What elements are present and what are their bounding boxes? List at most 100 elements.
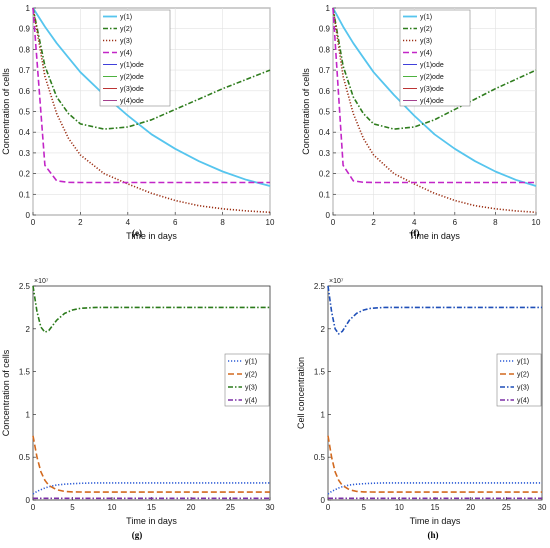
x-tick-label: 6 [173, 218, 178, 227]
y-tick-label: 0.6 [19, 87, 31, 96]
y-tick-label: 0 [26, 496, 31, 505]
x-axis-label: Time in days [409, 231, 460, 241]
legend-box [399, 9, 471, 107]
x-tick-label: 25 [226, 503, 235, 512]
legend-entry: y(1)ode [120, 62, 144, 69]
x-tick-label: 25 [502, 503, 511, 512]
x-tick-label: 20 [187, 503, 196, 512]
y-axis-label: Concentration of cells [1, 349, 11, 436]
y-axis-label: Concentration of cells [1, 68, 11, 155]
legend-entry: y(1)ode [420, 62, 444, 69]
legend-entry: y(3) [120, 38, 132, 45]
x-axis-label: Time in days [410, 516, 461, 526]
y-exponent-label: ×10⁷ [329, 278, 344, 285]
y-axis-label: Concentration of cells [301, 68, 311, 155]
y-tick-label: 0.8 [19, 45, 31, 54]
y-tick-label: 2.5 [314, 282, 326, 291]
y-tick-label: 2 [26, 325, 31, 334]
y-axis-label: Cell concentration [296, 357, 306, 429]
legend-entry: y(3) [245, 385, 257, 392]
x-tick-label: 0 [326, 503, 331, 512]
series-line-3 [32, 7, 271, 214]
y-tick-label: 0.4 [19, 128, 31, 137]
legend-entry: y(1) [517, 359, 529, 366]
legend-entry: y(3) [517, 385, 529, 392]
y-tick-label: 0.8 [319, 45, 331, 54]
legend-entry: y(4)ode [120, 98, 144, 105]
legend-entry: y(2) [420, 26, 432, 33]
series-line-2 [332, 7, 537, 130]
y-exponent-label: ×10⁷ [34, 278, 49, 285]
x-axis-label: Time in days [126, 231, 177, 241]
legend-entry: y(4) [120, 50, 132, 57]
y-tick-label: 0 [26, 211, 31, 220]
x-tick-label: 0 [331, 218, 336, 227]
y-tick-label: 0.1 [19, 190, 31, 199]
chart-panel-2: 0 2 4 6 8 10 0 0.1 0.2 0.3 0.4 0.5 0.6 0.7 0.8 0.9 1 Time… [301, 4, 541, 241]
x-tick-label: 30 [266, 503, 275, 512]
x-tick-label: 10 [266, 218, 275, 227]
y-tick-label: 2 [321, 325, 326, 334]
panel-caption: (e) [132, 228, 142, 238]
y-tick-label: 0.4 [319, 128, 331, 137]
legend-entry: y(1) [120, 14, 132, 21]
panel-caption: (g) [132, 530, 143, 540]
legend-entry: y(2)ode [420, 74, 444, 81]
x-tick-label: 8 [493, 218, 498, 227]
y-tick-label: 0.5 [314, 453, 326, 462]
x-tick-label: 10 [108, 503, 117, 512]
x-tick-label: 4 [126, 218, 131, 227]
chart-panel-3: 0 5 10 15 20 25 30 0 0.5 1 1.5 2 2.5×10⁷ Time in days… [1, 278, 275, 540]
series-line-1 [32, 7, 271, 187]
x-tick-label: 8 [220, 218, 225, 227]
legend-entry: y(4) [245, 398, 257, 405]
y-tick-label: 0 [321, 496, 326, 505]
y-tick-label: 1 [326, 4, 331, 13]
legend: y(1) y(2) y(3) y(4) [224, 353, 270, 407]
y-tick-label: 1 [321, 410, 326, 419]
x-tick-label: 2 [371, 218, 376, 227]
legend-entry: y(3) [420, 38, 432, 45]
y-tick-label: 0.3 [19, 149, 31, 158]
series-line-1 [327, 482, 542, 495]
y-tick-label: 0.2 [319, 170, 331, 179]
series-line-2 [32, 7, 271, 130]
y-tick-label: 0.7 [319, 66, 331, 75]
chart-panel-1: 0 2 4 6 8 10 0 0.1 0.2 0.3 0.4 0.5 0.6 0.7 0.8 0.9 1 Time… [1, 4, 275, 241]
y-tick-label: 0.3 [319, 149, 331, 158]
x-tick-label: 20 [466, 503, 475, 512]
legend-entry: y(2) [517, 372, 529, 379]
legend: y(1) y(2) y(3) y(4) y(1)ode y(2)ode y(3)ode y(4… [99, 9, 171, 107]
panel-caption: (f) [411, 228, 420, 238]
x-tick-label: 15 [431, 503, 440, 512]
legend: y(1) y(2) y(3) y(4) [496, 353, 542, 407]
y-tick-label: 0.9 [19, 25, 31, 34]
panel-caption: (h) [428, 530, 439, 540]
y-tick-label: 0.2 [19, 170, 31, 179]
y-tick-label: 2.5 [19, 282, 31, 291]
y-tick-label: 0.5 [19, 108, 31, 117]
x-tick-label: 0 [31, 503, 36, 512]
legend-entry: y(2) [120, 26, 132, 33]
series-line-2 [32, 435, 270, 493]
series-line-3 [32, 285, 270, 334]
series-line-2 [327, 435, 542, 493]
legend: y(1) y(2) y(3) y(4) y(1)ode y(2)ode y(3)ode y(4… [399, 9, 471, 107]
series-line-1 [332, 7, 537, 187]
series-line-4 [332, 7, 536, 184]
x-tick-label: 5 [361, 503, 366, 512]
series-line-4 [32, 7, 270, 184]
legend-entry: y(2)ode [120, 74, 144, 81]
legend-entry: y(4)ode [420, 98, 444, 105]
x-tick-label: 0 [31, 218, 36, 227]
legend-entry: y(2) [245, 372, 257, 379]
legend-box [496, 353, 542, 407]
x-tick-label: 6 [453, 218, 458, 227]
series-line-3 [332, 7, 537, 214]
y-tick-label: 0.6 [319, 87, 331, 96]
legend-entry: y(4) [517, 398, 529, 405]
y-tick-label: 0.1 [319, 190, 331, 199]
x-tick-label: 5 [70, 503, 75, 512]
legend-entry: y(3)ode [420, 86, 444, 93]
